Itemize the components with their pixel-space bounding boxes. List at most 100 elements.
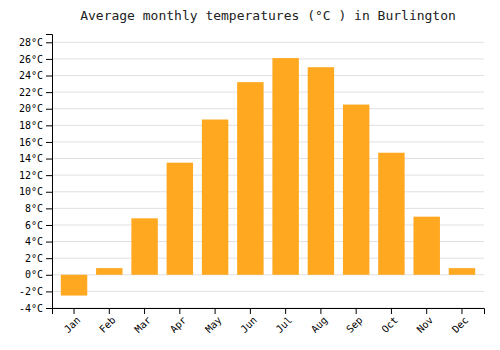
- y-tick-mark: [46, 242, 52, 243]
- y-tick-label: 24°C: [19, 70, 43, 81]
- y-tick: -4°C: [19, 303, 52, 314]
- x-tick-mark: [144, 308, 145, 314]
- bar: [308, 67, 334, 275]
- x-tick-label: Sep: [344, 314, 365, 335]
- y-tick-mark: [46, 142, 52, 143]
- y-tick: 18°C: [19, 120, 52, 131]
- x-tick-mark: [215, 308, 216, 314]
- grid-line: [52, 191, 484, 192]
- y-tick-mark: [46, 208, 52, 209]
- chart: -4°C-2°C0°C2°C4°C6°C8°C10°C12°C14°C16°C1…: [0, 0, 500, 350]
- y-tick-mark: [46, 92, 52, 93]
- grid-line: [52, 125, 484, 126]
- y-tick-mark: [46, 225, 52, 226]
- y-tick: 10°C: [19, 186, 52, 197]
- y-tick: 20°C: [19, 103, 52, 114]
- y-tick-label: 0°C: [25, 269, 43, 280]
- bar: [413, 217, 439, 275]
- y-tick: 8°C: [25, 203, 52, 214]
- y-tick-label: 8°C: [25, 203, 43, 214]
- y-tick-mark: [46, 291, 52, 292]
- y-tick: 14°C: [19, 153, 52, 164]
- x-tick: Jun: [238, 308, 259, 335]
- y-axis-line: [46, 35, 53, 309]
- title: Average monthly temperatures (°C ) in Bu…: [80, 8, 456, 23]
- grid-line: [52, 58, 484, 59]
- y-tick-label: 20°C: [19, 103, 43, 114]
- x-tick-label: Jan: [62, 314, 83, 335]
- y-tick: 2°C: [25, 253, 52, 264]
- grid-line: [52, 108, 484, 109]
- bar: [449, 268, 475, 275]
- grid-line: [52, 208, 484, 209]
- x-tick-mark: [320, 308, 321, 314]
- y-tick: 22°C: [19, 87, 52, 98]
- y-tick-label: 12°C: [19, 170, 43, 181]
- y-tick: 24°C: [19, 70, 52, 81]
- x-tick-mark: [109, 308, 110, 314]
- y-tick-label: 16°C: [19, 137, 43, 148]
- x-tick-label: Feb: [97, 314, 118, 335]
- x-tick: Dec: [450, 308, 471, 335]
- x-tick-label: Oct: [379, 314, 400, 335]
- x-tick: Mar: [133, 308, 154, 335]
- x-tick: May: [203, 308, 224, 335]
- y-tick-mark: [46, 308, 52, 309]
- x-axis: Jan Feb Mar Apr May Jun Jul Aug Sep Oct Nov Dec: [53, 308, 485, 335]
- x-tick-mark: [179, 308, 180, 314]
- bar: [131, 218, 157, 274]
- y-tick-label: 22°C: [19, 87, 43, 98]
- grid-line: [52, 291, 484, 292]
- y-tick-label: 18°C: [19, 120, 43, 131]
- x-tick-label: Mar: [133, 314, 154, 335]
- x-tick-label: Jun: [238, 314, 259, 335]
- y-tick-mark: [46, 159, 52, 160]
- bars: [61, 58, 475, 295]
- grid-line: [52, 75, 484, 76]
- y-tick: 28°C: [19, 37, 52, 48]
- x-tick: Oct: [379, 308, 400, 335]
- y-tick-mark: [46, 42, 52, 43]
- y-tick-mark: [46, 109, 52, 110]
- bar: [167, 163, 193, 275]
- y-axis: -4°C-2°C0°C2°C4°C6°C8°C10°C12°C14°C16°C1…: [19, 35, 53, 314]
- x-tick: Aug: [309, 308, 330, 335]
- y-tick: 0°C: [25, 269, 52, 280]
- x-tick-mark: [285, 308, 286, 314]
- y-tick-label: 26°C: [19, 54, 43, 65]
- y-tick-label: -4°C: [19, 303, 43, 314]
- y-tick: -2°C: [19, 286, 52, 297]
- bar: [343, 105, 369, 275]
- x-tick-mark: [250, 308, 251, 314]
- y-tick-mark: [46, 175, 52, 176]
- bar: [378, 153, 404, 275]
- y-tick-label: 2°C: [25, 253, 43, 264]
- grid-line: [52, 158, 484, 159]
- x-tick: Feb: [97, 308, 118, 335]
- y-tick-mark: [46, 59, 52, 60]
- x-tick: Nov: [415, 308, 436, 335]
- y-tick-label: 28°C: [19, 37, 43, 48]
- grid: [52, 42, 484, 308]
- x-tick-mark: [461, 308, 462, 314]
- y-tick-label: 10°C: [19, 186, 43, 197]
- x-tick-mark: [426, 308, 427, 314]
- x-tick-mark: [391, 308, 392, 314]
- x-tick-label: Apr: [168, 314, 189, 335]
- x-tick-mark: [356, 308, 357, 314]
- grid-line: [52, 42, 484, 43]
- grid-line: [52, 175, 484, 176]
- grid-line: [52, 92, 484, 93]
- y-tick: 6°C: [25, 220, 52, 231]
- plot-area: -4°C-2°C0°C2°C4°C6°C8°C10°C12°C14°C16°C1…: [19, 35, 485, 335]
- y-tick-mark: [46, 258, 52, 259]
- x-tick: Sep: [344, 308, 365, 335]
- y-tick-mark: [46, 76, 52, 77]
- bar: [202, 120, 228, 275]
- x-tick: Apr: [168, 308, 189, 335]
- x-tick-label: Jul: [274, 314, 295, 335]
- y-tick-mark: [46, 275, 52, 276]
- x-tick-label: Nov: [415, 314, 436, 335]
- y-tick-mark: [46, 125, 52, 126]
- y-tick: 16°C: [19, 137, 52, 148]
